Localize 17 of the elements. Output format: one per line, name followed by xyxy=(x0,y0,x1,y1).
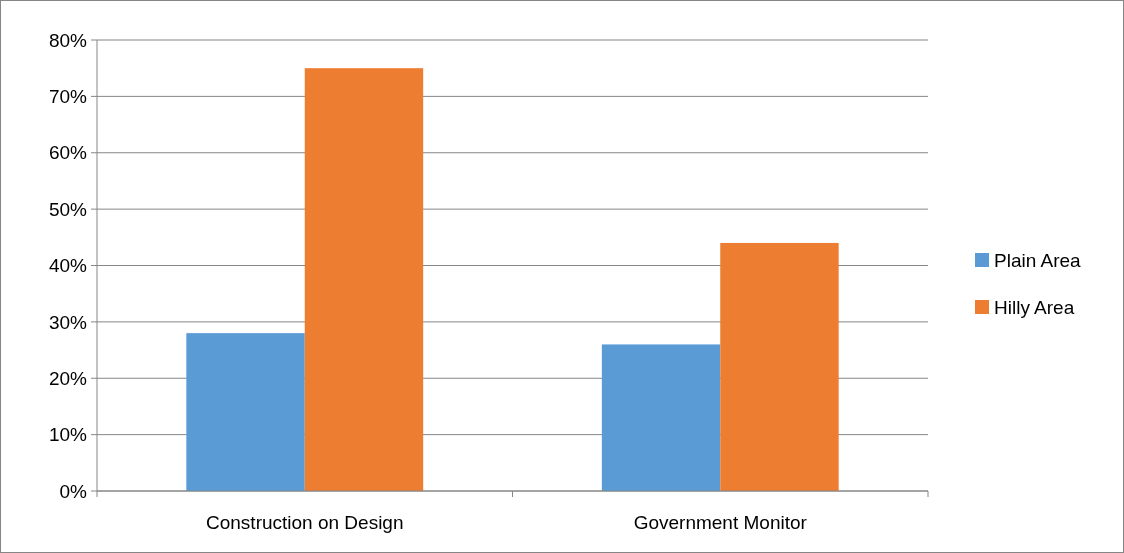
x-tick-label: Government Monitor xyxy=(633,512,808,533)
bar xyxy=(304,68,424,491)
y-tick-label: 20% xyxy=(48,367,88,389)
bar xyxy=(186,333,305,491)
legend-label: Plain Area xyxy=(994,249,1082,271)
bar xyxy=(720,242,839,491)
y-tick-label: 80% xyxy=(48,29,88,51)
bar xyxy=(601,344,721,491)
y-tick-label: 50% xyxy=(48,198,88,220)
x-tick-label: Construction on Design xyxy=(206,512,404,533)
y-tick-label: 40% xyxy=(48,255,88,277)
legend-label: Hilly Area xyxy=(994,296,1075,318)
y-tick-label: 0% xyxy=(59,480,88,502)
y-tick-label: 70% xyxy=(48,86,88,108)
y-tick-label: 10% xyxy=(48,424,88,446)
y-tick-label: 30% xyxy=(48,311,88,333)
y-tick-label: 60% xyxy=(48,142,88,164)
